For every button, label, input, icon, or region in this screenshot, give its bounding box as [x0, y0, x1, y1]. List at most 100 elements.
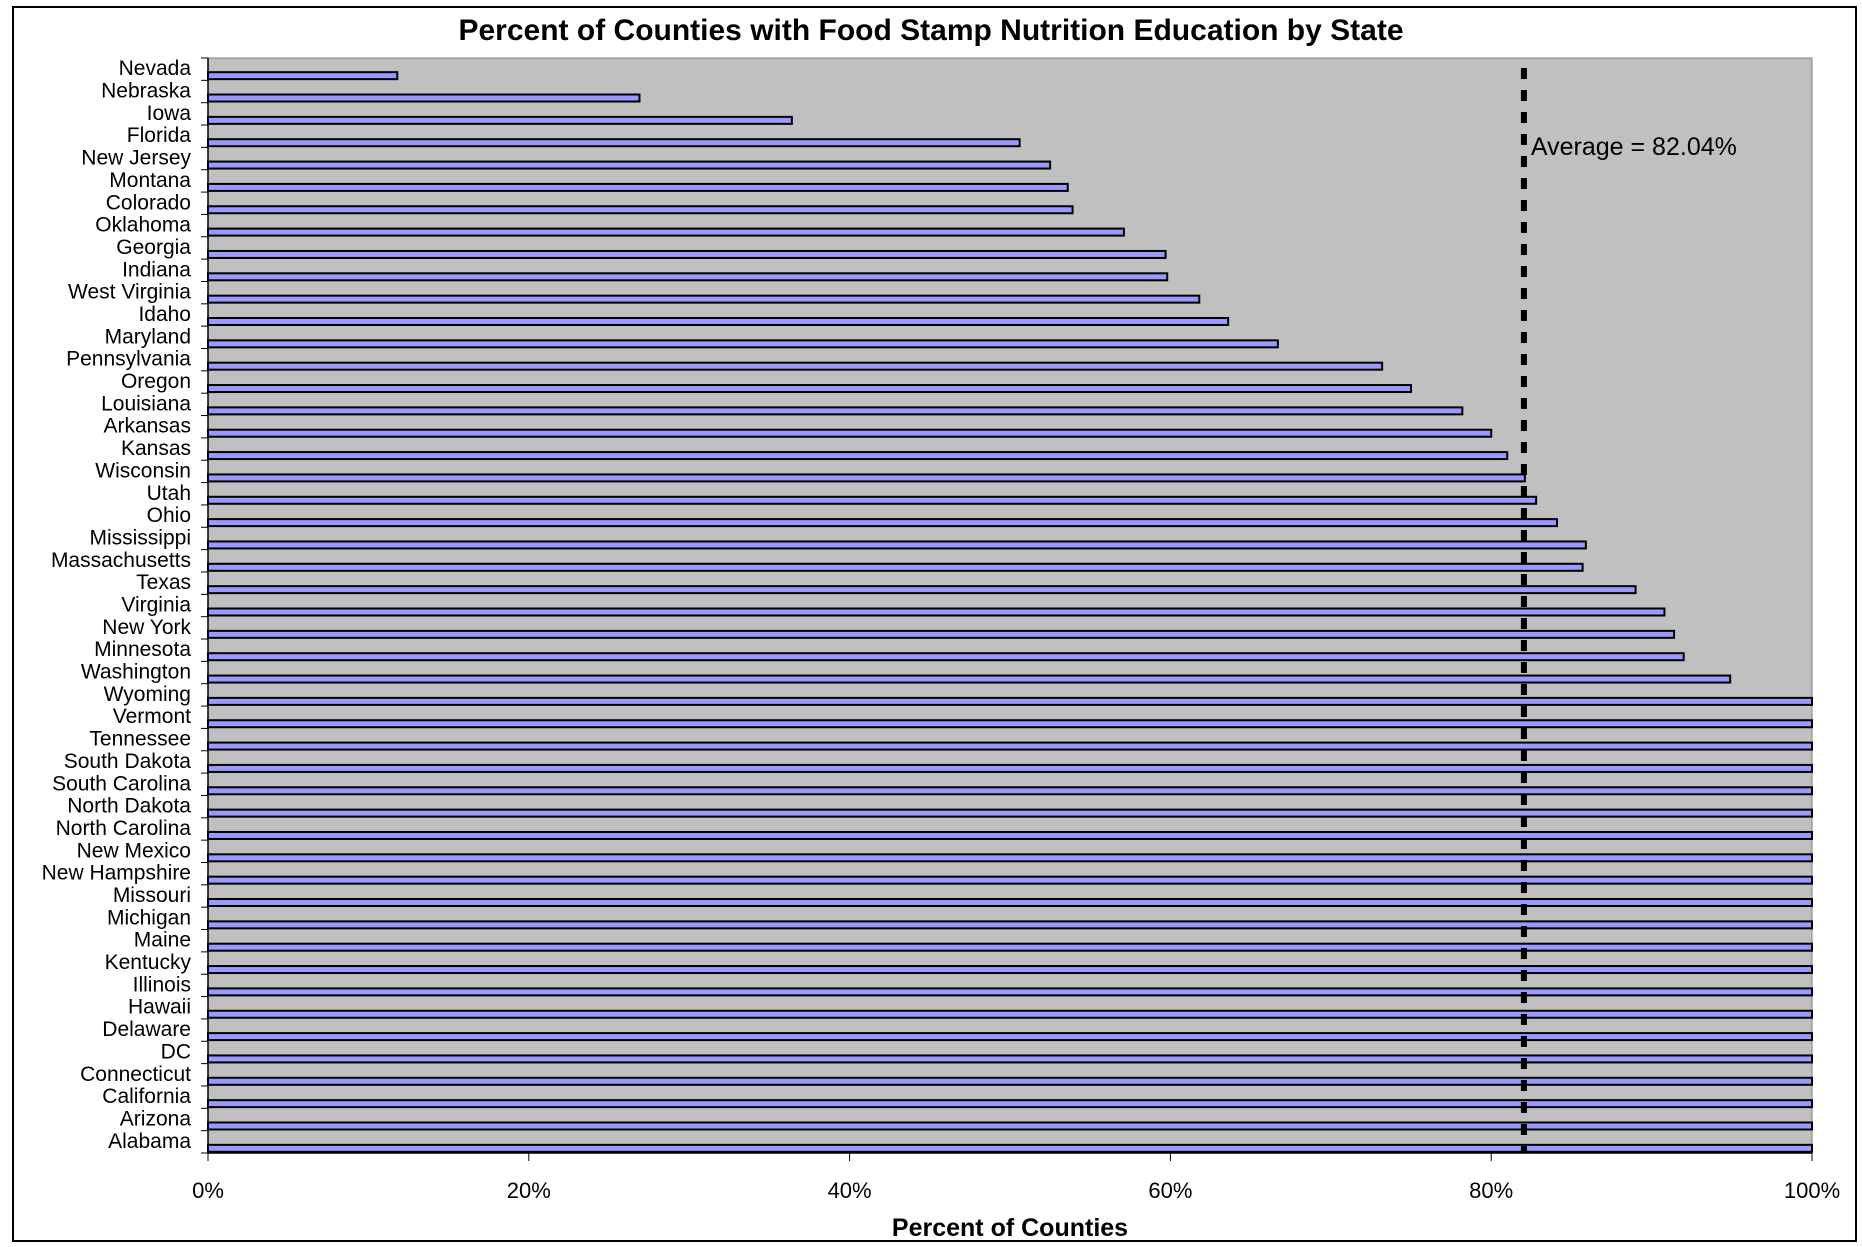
category-label: Maine: [134, 929, 191, 952]
bar-illinois: [207, 987, 1813, 997]
category-label: Nebraska: [101, 80, 191, 103]
bar-north-carolina: [207, 830, 1813, 840]
category-label: Utah: [147, 482, 191, 505]
bar-arizona: [207, 1121, 1813, 1131]
bar-maine: [207, 942, 1813, 952]
category-label: Wisconsin: [95, 459, 191, 482]
bar-vermont: [207, 719, 1813, 729]
bar-north-dakota: [207, 808, 1813, 818]
category-label: Georgia: [116, 236, 191, 259]
bar-washington: [207, 674, 1732, 684]
category-label: Oklahoma: [95, 214, 191, 237]
category-label: Ohio: [147, 504, 191, 527]
category-label: Kentucky: [105, 951, 192, 974]
bar-south-carolina: [207, 786, 1813, 796]
x-axis-label: Percent of Counties: [891, 1214, 1129, 1242]
category-label: Massachusetts: [51, 549, 191, 572]
bar-hawaii: [207, 1009, 1813, 1019]
category-label: New Jersey: [81, 147, 191, 170]
chart-title: Percent of Counties with Food Stamp Nutr…: [458, 14, 1404, 47]
bar-wisconsin: [207, 473, 1526, 483]
x-tick-label: 60%: [1148, 1178, 1192, 1203]
bar-virginia: [207, 607, 1666, 617]
bar-delaware: [207, 1032, 1813, 1042]
bar-maryland: [207, 339, 1279, 349]
category-label: New York: [102, 616, 191, 639]
bar-mississippi: [207, 540, 1587, 550]
bar-iowa: [207, 115, 793, 125]
category-label: Wyoming: [104, 683, 191, 706]
category-label: Minnesota: [94, 638, 191, 661]
bar-wyoming: [207, 696, 1813, 706]
bar-west-virginia: [207, 294, 1201, 304]
category-label: Illinois: [133, 973, 191, 996]
category-label: North Carolina: [56, 817, 192, 840]
category-label: Connecticut: [80, 1063, 191, 1086]
category-label: Texas: [136, 571, 191, 594]
bar-michigan: [207, 920, 1813, 930]
bar-missouri: [207, 898, 1813, 908]
bar-ohio: [207, 518, 1558, 528]
bar-kansas: [207, 451, 1509, 461]
bar-georgia: [207, 249, 1167, 259]
category-label: Alabama: [108, 1130, 191, 1153]
category-label: Colorado: [106, 191, 191, 214]
bar-kentucky: [207, 965, 1813, 975]
category-label: Nevada: [119, 57, 192, 80]
category-label: West Virginia: [68, 281, 191, 304]
bar-tennessee: [207, 741, 1813, 751]
bar-nebraska: [207, 93, 641, 103]
category-label: Florida: [127, 124, 192, 147]
x-tick-label: 0%: [192, 1178, 224, 1203]
category-label: Virginia: [121, 594, 191, 617]
bar-idaho: [207, 316, 1230, 326]
bar-massachusetts: [207, 562, 1584, 572]
bar-texas: [207, 585, 1637, 595]
bar-new-mexico: [207, 853, 1813, 863]
bar-florida: [207, 138, 1021, 148]
x-tick-label: 40%: [828, 1178, 872, 1203]
category-label: Michigan: [107, 906, 191, 929]
bar-pennsylvania: [207, 361, 1384, 371]
bar-arkansas: [207, 428, 1493, 438]
bar-utah: [207, 495, 1538, 505]
category-label: DC: [161, 1040, 191, 1063]
category-label: Pennsylvania: [66, 348, 191, 371]
bar-minnesota: [207, 652, 1685, 662]
x-tick-label: 80%: [1469, 1178, 1513, 1203]
category-label: Montana: [109, 169, 191, 192]
category-label: California: [102, 1085, 191, 1108]
bar-dc: [207, 1054, 1813, 1064]
category-label: Washington: [81, 661, 191, 684]
category-label: Maryland: [105, 325, 191, 348]
bar-connecticut: [207, 1076, 1813, 1086]
bar-south-dakota: [207, 763, 1813, 773]
category-label: Kansas: [121, 437, 191, 460]
bar-new-hampshire: [207, 875, 1813, 885]
bar-louisiana: [207, 406, 1464, 416]
category-label: South Dakota: [64, 750, 192, 773]
bar-new-jersey: [207, 160, 1052, 170]
bar-colorado: [207, 205, 1074, 215]
category-label: Missouri: [113, 884, 191, 907]
category-label: New Hampshire: [42, 862, 191, 885]
category-label: North Dakota: [67, 795, 191, 818]
bar-california: [207, 1099, 1813, 1109]
bar-alabama: [207, 1143, 1813, 1153]
category-label: Vermont: [113, 705, 191, 728]
category-label: Louisiana: [101, 392, 191, 415]
category-label: New Mexico: [77, 839, 191, 862]
chart-frame: [12, 6, 1857, 1242]
bar-oklahoma: [207, 227, 1125, 237]
x-tick-label: 100%: [1784, 1178, 1840, 1203]
category-label: Tennessee: [89, 728, 191, 751]
category-label: Arizona: [120, 1107, 192, 1130]
category-label: Arkansas: [103, 415, 191, 438]
average-label: Average = 82.04%: [1531, 133, 1737, 161]
category-label: Iowa: [147, 102, 192, 125]
category-label: Idaho: [138, 303, 191, 326]
category-label: South Carolina: [52, 772, 191, 795]
bar-montana: [207, 182, 1069, 192]
